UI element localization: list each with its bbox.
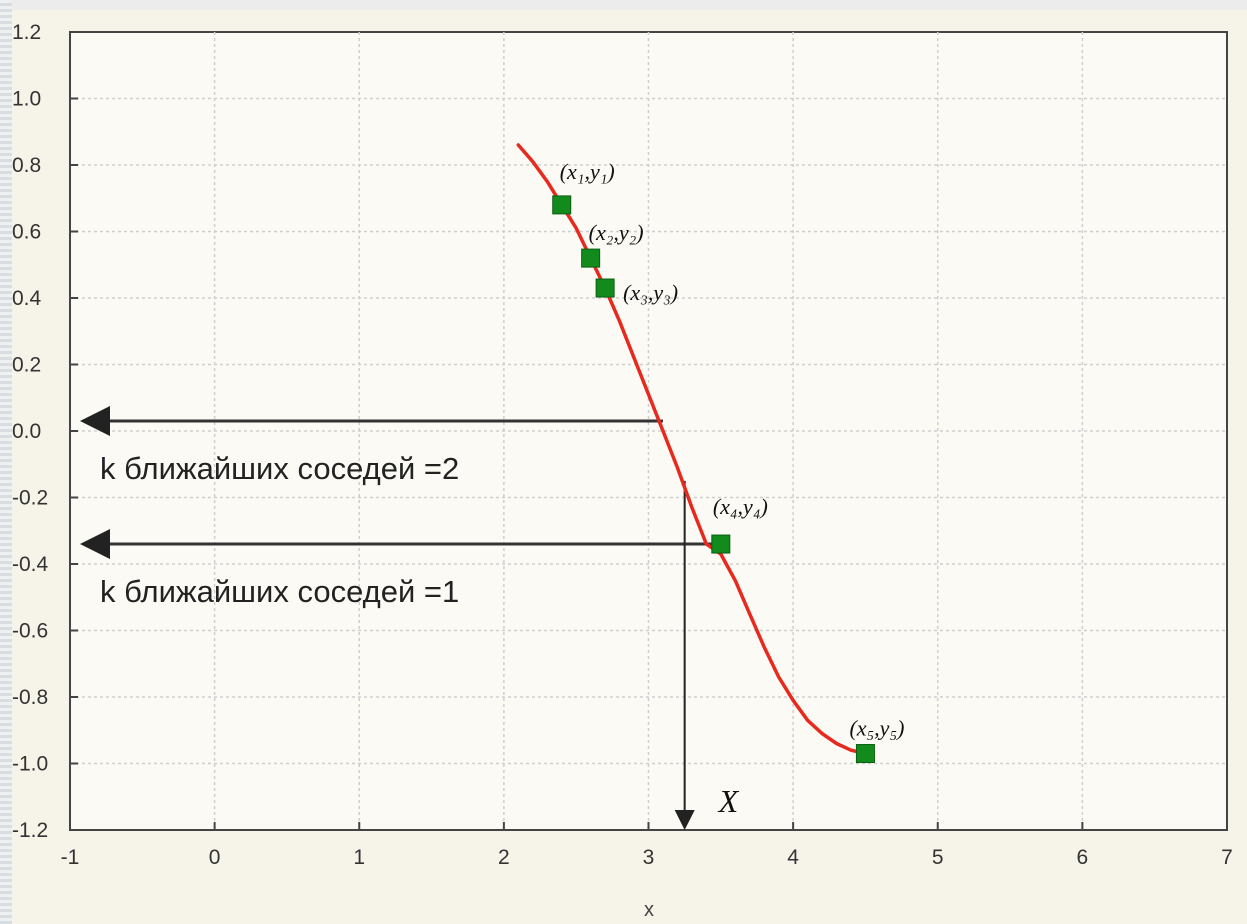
x-tick-label: 7 bbox=[1221, 846, 1233, 869]
y-tick-label: -0.8 bbox=[12, 686, 48, 709]
annotation-layer: k ближайших соседей =2 k ближайших соседе… bbox=[80, 406, 740, 830]
x-tick-label: -1 bbox=[61, 846, 80, 869]
y-tick-label: -0.4 bbox=[12, 553, 49, 576]
data-point-marker bbox=[855, 744, 875, 764]
data-point-label: (x₄,y₄) bbox=[713, 494, 768, 519]
x-tick-label: 3 bbox=[643, 846, 655, 869]
x-tick-label: 5 bbox=[932, 846, 944, 869]
query-label: X bbox=[717, 783, 740, 819]
top-strip bbox=[0, 0, 1247, 10]
x-axis-title: x bbox=[644, 899, 654, 921]
red-curve bbox=[516, 143, 868, 756]
y-tick-label: 1.2 bbox=[12, 21, 41, 44]
y-tick-label: -0.6 bbox=[12, 620, 48, 643]
x-axis-ticks: -1 0 1 2 3 4 5 6 7 bbox=[61, 822, 1233, 869]
x-tick-label: 2 bbox=[498, 846, 510, 869]
y-axis-ticks: 1.2 1.0 0.8 0.6 0.4 0.2 0.0 -0.2 -0.4 -0.6 -0.8 -1.… bbox=[12, 21, 78, 842]
y-tick-label: 0.8 bbox=[12, 154, 41, 177]
y-tick-label: 0.6 bbox=[12, 221, 41, 244]
data-point-marker bbox=[581, 248, 601, 268]
neighbor-annotation: k ближайших соседей =2 bbox=[100, 451, 459, 486]
data-point-label: (x₃,y₃) bbox=[623, 280, 678, 305]
data-point-label: (x₁,y₁) bbox=[560, 159, 615, 184]
curve-layer bbox=[516, 143, 868, 756]
y-tick-label: -0.2 bbox=[12, 487, 48, 510]
y-tick-label: -1.0 bbox=[12, 753, 48, 776]
points-layer: (x₁,y₁) (x₂,y₂) (x₃,y₃) (x₄,y₄) (x₅,y₅) bbox=[552, 159, 904, 764]
x-tick-label: 6 bbox=[1077, 846, 1089, 869]
left-edge-strip bbox=[0, 0, 12, 924]
neighbor-annotation: k ближайших соседей =1 bbox=[100, 574, 459, 609]
x-tick-label: 1 bbox=[353, 846, 365, 869]
y-tick-label: -1.2 bbox=[12, 819, 48, 842]
data-point-marker bbox=[552, 195, 572, 215]
data-point-label: (x₅,y₅) bbox=[849, 716, 904, 741]
y-tick-label: 1.0 bbox=[12, 88, 41, 111]
grid-lines bbox=[70, 32, 1227, 830]
data-point-label: (x₂,y₂) bbox=[589, 220, 644, 245]
x-tick-label: 0 bbox=[209, 846, 221, 869]
y-tick-label: 0.4 bbox=[12, 287, 42, 310]
x-tick-label: 4 bbox=[787, 846, 799, 869]
data-point-marker bbox=[595, 278, 615, 298]
y-tick-label: 0.0 bbox=[12, 420, 41, 443]
y-tick-label: 0.2 bbox=[12, 354, 41, 377]
data-point-marker bbox=[711, 534, 731, 554]
